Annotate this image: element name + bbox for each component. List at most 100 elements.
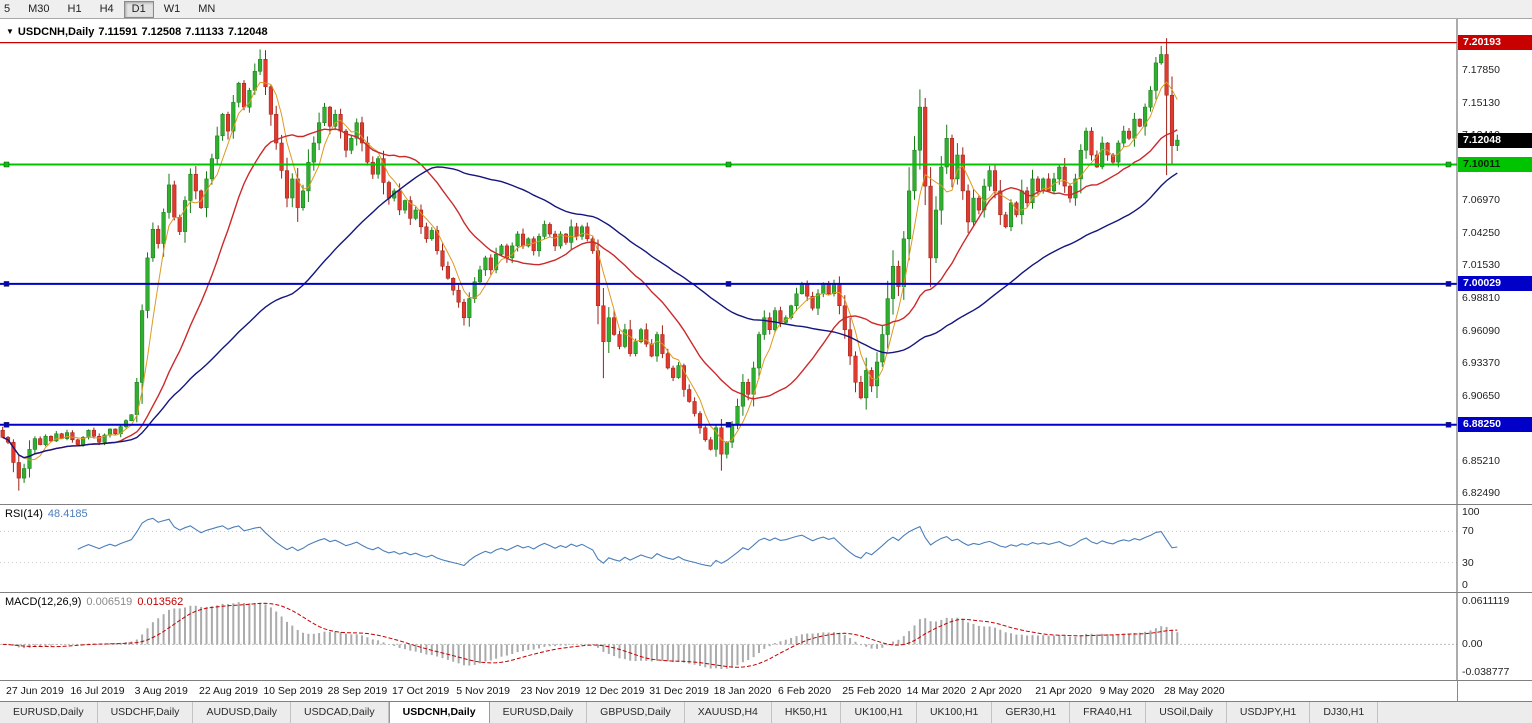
bar-high-value: 7.12508 xyxy=(141,26,182,38)
macd-chart[interactable] xyxy=(0,593,1532,680)
chart-tab-USDJPYH1[interactable]: USDJPY,H1 xyxy=(1226,702,1311,723)
rsi-label: RSI(14) xyxy=(5,508,43,520)
pivot-line-blue-70002-handle[interactable] xyxy=(1445,281,1452,287)
bar-open-value: 7.11591 xyxy=(98,26,138,38)
chart-tab-XAUUSDH4[interactable]: XAUUSD,H4 xyxy=(684,702,772,723)
price-tick-label: 6.96090 xyxy=(1462,324,1500,337)
price-tick-label: 6.93370 xyxy=(1462,357,1500,370)
date-axis-label: 18 Jan 2020 xyxy=(713,685,772,697)
support-line-blue-68825-handle[interactable] xyxy=(1445,422,1452,428)
timeframe-button-H4[interactable]: H4 xyxy=(99,2,114,15)
rsi-tick-label: 30 xyxy=(1462,556,1474,569)
chart-tab-EURUSDDaily[interactable]: EURUSD,Daily xyxy=(489,702,588,723)
support-line-green-handle[interactable] xyxy=(725,161,732,168)
macd-signal-line xyxy=(2,602,1178,668)
price-tick-label: 7.06970 xyxy=(1462,194,1500,207)
price-tick-label: 6.90650 xyxy=(1462,389,1500,402)
chart-tab-UK100H1[interactable]: UK100,H1 xyxy=(916,702,993,723)
chart-tab-DJ30H1[interactable]: DJ30,H1 xyxy=(1310,702,1379,723)
macd-label: MACD(12,26,9) xyxy=(5,596,82,608)
macd-main-value: 0.006519 xyxy=(86,596,133,608)
chart-tab-EURUSDDaily[interactable]: EURUSD,Daily xyxy=(0,702,98,723)
macd-histogram xyxy=(7,602,1179,669)
price-tick-label: 7.17850 xyxy=(1462,64,1500,77)
chart-tab-USDCHFDaily[interactable]: USDCHF,Daily xyxy=(97,702,194,723)
chart-tab-AUDUSDDaily[interactable]: AUDUSD,Daily xyxy=(193,702,292,723)
macd-tick-label: -0.038777 xyxy=(1462,666,1510,678)
price-tick-label: 6.82490 xyxy=(1462,487,1500,500)
macd-signal-value: 0.013562 xyxy=(137,596,184,608)
pivot-line-blue-70002-handle[interactable] xyxy=(3,281,10,287)
rsi-tick-label: 0 xyxy=(1462,579,1468,591)
date-axis-label: 28 May 2020 xyxy=(1163,685,1225,697)
date-axis-label: 2 Apr 2020 xyxy=(970,685,1022,697)
timeframe-button-H1[interactable]: H1 xyxy=(67,2,82,15)
date-axis-label: 3 Aug 2019 xyxy=(134,685,188,697)
chart-tab-USDCADDaily[interactable]: USDCAD,Daily xyxy=(291,702,389,723)
price-tick-label: 7.04250 xyxy=(1462,226,1500,239)
support-line-green-price-badge: 7.10011 xyxy=(1458,156,1532,172)
date-axis-label: 17 Oct 2019 xyxy=(391,685,450,697)
date-axis-label: 22 Aug 2019 xyxy=(198,685,258,697)
support-line-green-handle[interactable] xyxy=(3,161,10,168)
bar-low-value: 7.11133 xyxy=(185,26,224,38)
chart-tab-USDCNHDaily[interactable]: USDCNH,Daily xyxy=(388,702,490,723)
chart-tab-GER30H1[interactable]: GER30,H1 xyxy=(992,702,1071,723)
timeframe-button-MN[interactable]: MN xyxy=(198,2,216,15)
price-chart[interactable] xyxy=(0,19,1532,504)
support-line-blue-68825-price-badge: 6.88250 xyxy=(1458,417,1532,433)
timeframe-toolbar: 5 M30 H1 H4 D1 W1 MN xyxy=(0,0,1532,19)
chart-tab-UK100H1[interactable]: UK100,H1 xyxy=(841,702,917,723)
timeframe-button-5[interactable]: 5 xyxy=(4,2,11,15)
date-axis-label: 10 Sep 2019 xyxy=(263,685,323,697)
price-chart-panel[interactable]: ▼ USDCNH,Daily 7.11591 7.12508 7.11133 7.1204… xyxy=(0,19,1532,505)
date-axis-label: 9 May 2020 xyxy=(1099,685,1155,697)
rsi-header: RSI(14) 48.4185 xyxy=(5,508,93,520)
rsi-tick-label: 100 xyxy=(1462,506,1480,518)
chart-tab-FRA40H1[interactable]: FRA40,H1 xyxy=(1070,702,1147,723)
support-line-blue-68825-handle[interactable] xyxy=(725,422,732,428)
date-axis-label: 12 Dec 2019 xyxy=(584,685,645,697)
support-line-blue-68825-handle[interactable] xyxy=(3,422,10,428)
chart-symbol-period: USDCNH,Daily xyxy=(17,26,95,38)
timeframe-button-D1[interactable]: D1 xyxy=(123,0,154,18)
chart-ohlc-readout: ▼ USDCNH,Daily 7.11591 7.12508 7.11133 7.1204… xyxy=(6,26,272,38)
price-tick-label: 7.01530 xyxy=(1462,259,1500,272)
pivot-line-blue-70002-price-badge: 7.00029 xyxy=(1458,276,1532,292)
macd-tick-label: 0.00 xyxy=(1462,638,1483,651)
chart-tab-HK50H1[interactable]: HK50,H1 xyxy=(771,702,842,723)
axis-divider xyxy=(1457,681,1458,701)
resistance-line-red-price-badge: 7.20193 xyxy=(1458,35,1532,51)
macd-header: MACD(12,26,9) 0.006519 0.013562 xyxy=(5,596,188,608)
rsi-indicator-panel[interactable]: RSI(14) 48.4185 100 70 30 0 xyxy=(0,505,1532,593)
ma-lines-group xyxy=(2,81,1178,461)
price-tick-label: 7.15130 xyxy=(1462,96,1500,109)
macd-indicator-panel[interactable]: MACD(12,26,9) 0.006519 0.013562 0.0611119 0… xyxy=(0,593,1532,681)
date-axis-label: 16 Jul 2019 xyxy=(70,685,125,697)
price-tick-label: 6.85210 xyxy=(1462,454,1500,467)
date-axis-label: 27 Jun 2019 xyxy=(6,685,64,697)
bar-close-value: 7.12048 xyxy=(227,26,268,38)
macd-tick-label: 0.0611119 xyxy=(1462,595,1510,607)
date-axis-label: 25 Feb 2020 xyxy=(842,685,902,697)
price-tick-label: 6.98810 xyxy=(1462,291,1500,304)
chart-tab-GBPUSDDaily[interactable]: GBPUSD,Daily xyxy=(587,702,685,723)
date-axis-label: 5 Nov 2019 xyxy=(456,685,511,697)
pivot-line-blue-70002-handle[interactable] xyxy=(725,281,732,287)
time-axis[interactable]: 27 Jun 2019 16 Jul 2019 3 Aug 2019 22 Aug 2… xyxy=(0,681,1532,702)
date-axis-label: 28 Sep 2019 xyxy=(327,685,388,697)
candles-group xyxy=(0,38,1180,491)
rsi-tick-label: 70 xyxy=(1462,525,1474,538)
rsi-current-value: 48.4185 xyxy=(47,508,88,520)
rsi-chart[interactable] xyxy=(0,505,1532,592)
date-axis-label: 23 Nov 2019 xyxy=(520,685,581,697)
timeframe-button-M30[interactable]: M30 xyxy=(28,2,50,15)
chart-tab-USOilDaily[interactable]: USOil,Daily xyxy=(1146,702,1227,723)
chart-tab-bar: EURUSD,Daily USDCHF,Daily AUDUSD,Daily USDC… xyxy=(0,702,1532,723)
timeframe-button-W1[interactable]: W1 xyxy=(163,2,181,15)
chart-dropdown-icon[interactable]: ▼ xyxy=(6,27,14,36)
support-line-green-handle[interactable] xyxy=(1445,161,1452,168)
current-price-badge: 7.12048 xyxy=(1458,132,1532,148)
date-axis-label: 6 Feb 2020 xyxy=(777,685,832,697)
